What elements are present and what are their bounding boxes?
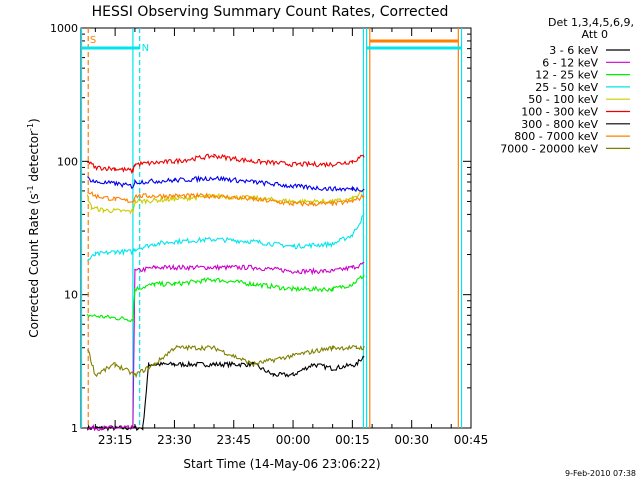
y-tick-label: 1 — [71, 422, 78, 435]
state-flags: SN — [80, 28, 463, 428]
legend-label: 300 - 800 keV — [521, 118, 598, 131]
series-line — [86, 355, 365, 432]
x-tick-label: 00:00 — [276, 433, 311, 447]
y-axis-label: Corrected Count Rate (s-1 detector-1) — [26, 118, 41, 337]
x-tick-label: 00:30 — [394, 433, 429, 447]
x-tick-label: 00:15 — [335, 433, 370, 447]
y-axis-label-mid: detector — [27, 131, 41, 186]
y-tick-label: 10 — [64, 289, 78, 302]
y-tick-label: 100 — [57, 155, 78, 168]
legend-label: 7000 - 20000 keV — [500, 142, 598, 155]
legend-label: 25 - 50 keV — [535, 81, 598, 94]
x-tick-label: 00:45 — [454, 433, 489, 447]
legend-header-1: Det 1,3,4,5,6,9, — [548, 16, 634, 29]
series-line — [86, 213, 365, 262]
legend-label: 6 - 12 keV — [542, 56, 598, 69]
series-line — [87, 153, 365, 175]
legend-label: 50 - 100 keV — [528, 93, 598, 106]
series-line — [86, 189, 365, 215]
chart-title: HESSI Observing Summary Count Rates, Cor… — [92, 4, 449, 20]
series-line — [86, 274, 365, 323]
x-axis: 23:15 23:30 23:45 00:00 00:15 00:30 00:45 — [94, 28, 489, 447]
x-tick-label: 23:15 — [98, 433, 133, 447]
y-axis-label-sup2: -1 — [26, 123, 35, 131]
flag-label-s: S — [90, 35, 96, 46]
y-axis-label-end: ) — [27, 118, 41, 123]
series-line — [87, 261, 365, 432]
y-axis-label-sup1: -1 — [26, 185, 35, 193]
x-tick-label: 23:30 — [157, 433, 192, 447]
footer-date: 9-Feb-2010 07:38 — [565, 469, 636, 478]
legend-label: 12 - 25 keV — [535, 69, 598, 82]
x-axis-label: Start Time (14-May-06 23:06:22) — [183, 457, 380, 471]
x-tick-label: 23:45 — [216, 433, 251, 447]
series-lines — [86, 153, 365, 432]
y-axis: 1 10 100 1000 — [50, 22, 471, 435]
legend-header-2: Att 0 — [582, 28, 608, 41]
legend-label: 100 - 300 keV — [521, 106, 598, 119]
legend-label: 3 - 6 keV — [549, 44, 598, 57]
flag-label-n: N — [142, 43, 149, 54]
series-line — [87, 191, 365, 207]
y-axis-label-main: Corrected Count Rate (s — [27, 193, 41, 337]
series-line — [86, 344, 365, 379]
y-tick-label: 1000 — [50, 22, 78, 35]
series-line — [87, 175, 365, 193]
legend-label: 800 - 7000 keV — [514, 130, 598, 143]
